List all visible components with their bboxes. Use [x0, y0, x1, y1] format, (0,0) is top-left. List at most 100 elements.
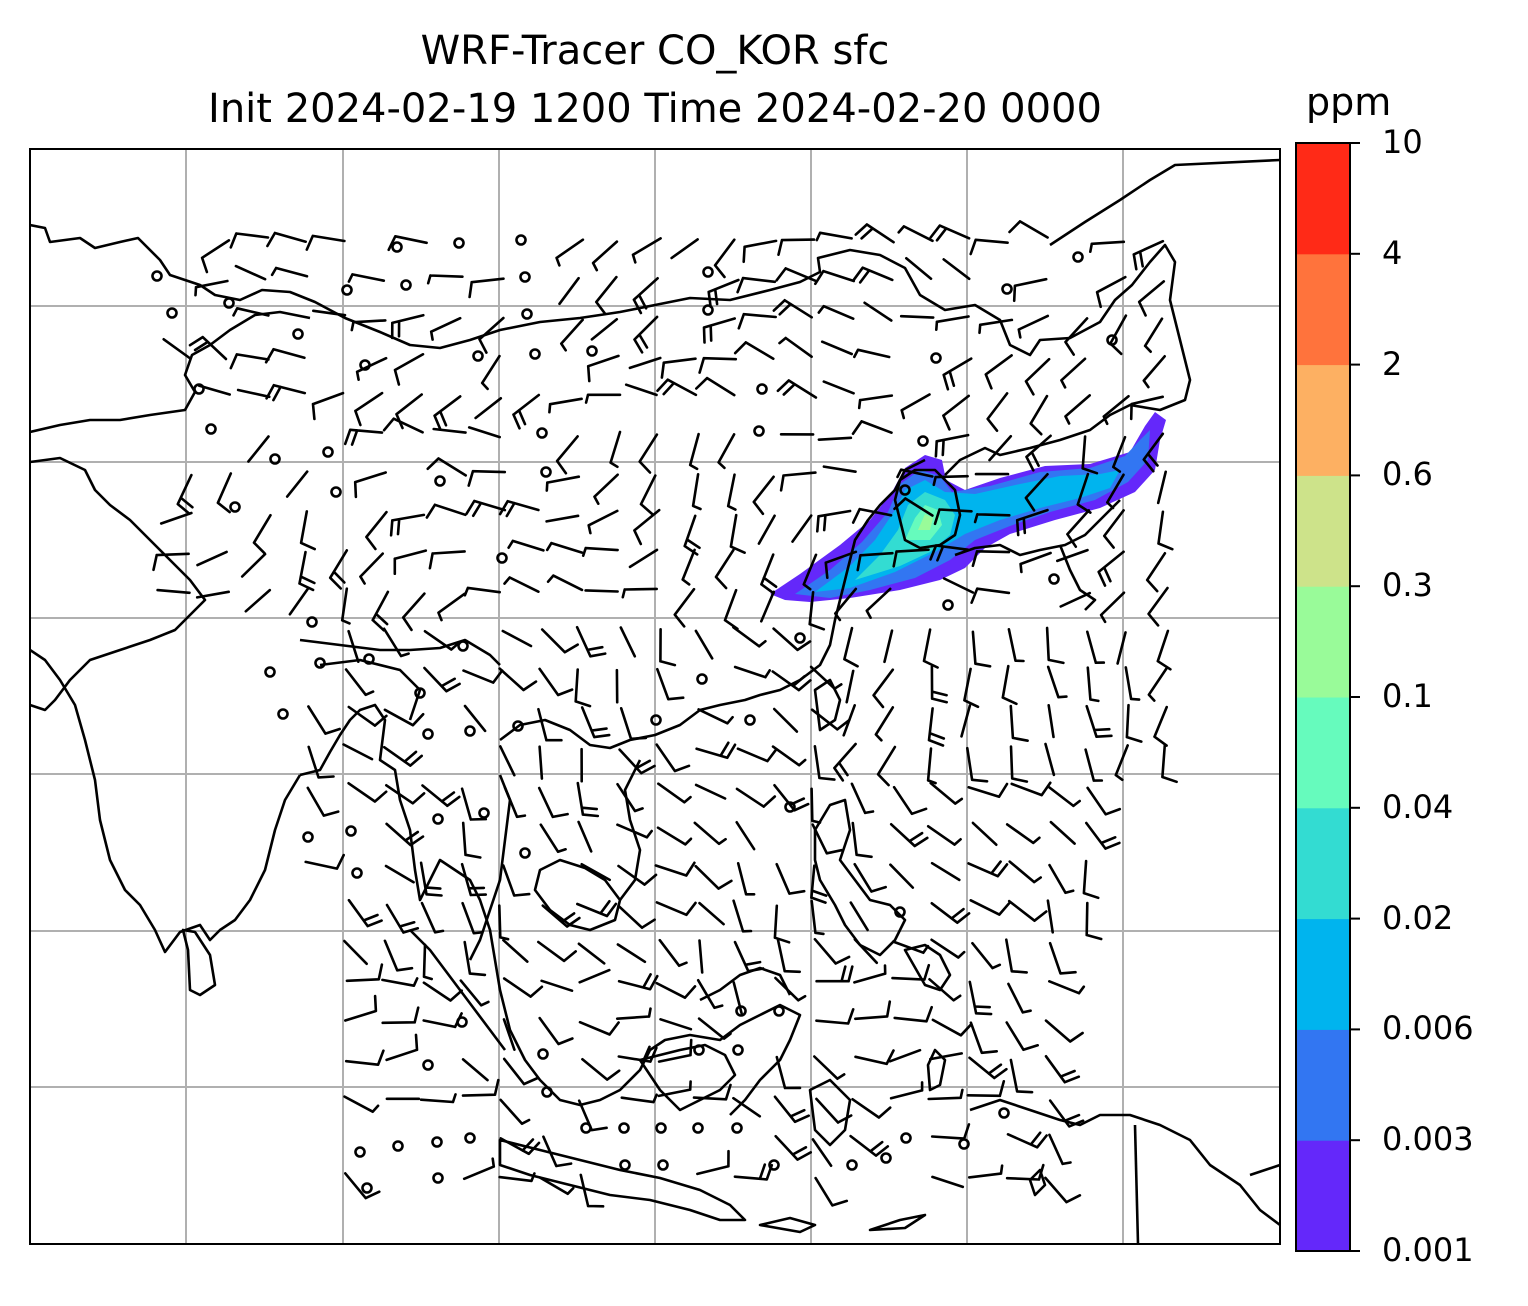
- wind-barb: [986, 392, 1009, 432]
- wind-barb: [347, 782, 388, 803]
- wind-barb: [433, 395, 462, 431]
- wind-barb: [874, 706, 895, 742]
- wind-barb: [966, 746, 989, 783]
- wind-barb: [851, 1098, 892, 1119]
- calm-wind-marker: [1001, 283, 1013, 295]
- colorbar-tick-label: 0.006: [1382, 1009, 1474, 1048]
- wind-barb: [631, 237, 662, 264]
- wind-barb: [1024, 357, 1051, 396]
- wind-barb: [929, 781, 964, 805]
- colorbar-tick-label: 0.02: [1382, 898, 1454, 937]
- wind-barb: [288, 586, 310, 616]
- wind-barb: [927, 1088, 964, 1101]
- wind-barb: [353, 471, 387, 499]
- wind-barb: [1009, 745, 1029, 783]
- wind-barb: [654, 861, 696, 877]
- wind-barb: [619, 707, 648, 741]
- wind-barb: [820, 340, 853, 356]
- calm-wind-marker: [1072, 251, 1084, 263]
- wind-barb: [732, 626, 767, 648]
- wind-barb: [344, 1049, 385, 1066]
- wind-barb: [967, 1164, 1004, 1179]
- wind-barb: [195, 590, 230, 599]
- wind-barb: [809, 665, 843, 690]
- calm-wind-marker: [422, 728, 434, 740]
- wind-barb: [609, 430, 622, 469]
- wind-barb: [930, 938, 966, 959]
- wind-barb: [460, 787, 488, 821]
- wind-barb: [507, 539, 545, 552]
- wind-barb: [698, 901, 725, 926]
- calm-wind-marker: [431, 1136, 443, 1148]
- wind-barb: [639, 474, 657, 516]
- wind-barb: [1046, 899, 1054, 934]
- calm-wind-marker: [693, 1044, 705, 1056]
- wind-barb: [656, 667, 685, 701]
- wind-barb: [152, 552, 190, 572]
- wind-barb: [428, 550, 466, 570]
- wind-barb: [773, 904, 791, 944]
- wind-barb: [657, 782, 692, 804]
- wind-barb: [752, 475, 775, 516]
- wind-barb: [1143, 317, 1164, 353]
- wind-barb: [463, 704, 487, 733]
- wind-barb: [773, 1095, 810, 1124]
- colorbar-segment: [1296, 1140, 1350, 1252]
- wind-barb: [1008, 860, 1042, 884]
- calm-wind-marker: [391, 241, 403, 253]
- wind-barb: [656, 378, 698, 397]
- wind-barb: [814, 269, 856, 286]
- wind-barb: [817, 304, 855, 320]
- calm-wind-marker: [361, 1182, 373, 1194]
- wind-barb: [892, 785, 928, 816]
- wind-barb: [850, 782, 875, 815]
- wind-barb: [502, 1018, 516, 1051]
- wind-barb: [461, 821, 482, 859]
- calm-wind-marker: [917, 435, 929, 447]
- wind-barb: [854, 1049, 895, 1066]
- wind-barb: [537, 786, 569, 819]
- wind-barb: [857, 394, 894, 410]
- wind-barb: [432, 427, 467, 434]
- wind-barb: [383, 708, 425, 727]
- wind-barb: [854, 223, 895, 244]
- wind-barb: [732, 899, 753, 933]
- wind-barb: [815, 965, 854, 983]
- wind-barb: [1095, 275, 1127, 309]
- wind-barb: [459, 979, 490, 1007]
- wind-barb: [1084, 748, 1104, 782]
- wind-barb: [342, 743, 374, 761]
- calm-wind-marker: [880, 1152, 892, 1164]
- wind-barb: [546, 574, 584, 592]
- wind-barb: [537, 940, 577, 963]
- wind-barb: [1066, 509, 1091, 548]
- calm-wind-marker: [464, 725, 476, 737]
- wind-barb: [502, 864, 531, 897]
- calm-wind-marker: [942, 599, 954, 611]
- wind-barb: [474, 397, 503, 420]
- wind-barb: [615, 1007, 652, 1020]
- wind-barb: [545, 475, 581, 492]
- wind-barb: [437, 592, 466, 622]
- wind-barb: [383, 939, 414, 972]
- wind-barb: [1064, 394, 1091, 425]
- wind-barb: [584, 589, 619, 593]
- wind-barb: [478, 316, 505, 354]
- calm-wind-marker: [151, 270, 163, 282]
- wind-barb: [1125, 703, 1143, 743]
- calm-wind-marker: [515, 234, 527, 246]
- wind-barb: [842, 704, 856, 737]
- wind-barb: [1060, 357, 1087, 389]
- wind-barb: [384, 864, 415, 884]
- wind-barb: [930, 861, 961, 882]
- calm-wind-marker: [930, 352, 942, 364]
- wind-barb: [538, 667, 574, 697]
- wind-barb: [423, 666, 461, 693]
- wind-barb: [1007, 982, 1032, 1014]
- colorbar-segment: [1296, 364, 1350, 476]
- wind-barb: [194, 279, 229, 297]
- colorbar-tick-label: 10: [1382, 123, 1423, 161]
- wind-barb: [578, 1020, 620, 1036]
- wind-barb: [307, 745, 335, 779]
- wind-barb: [849, 901, 869, 932]
